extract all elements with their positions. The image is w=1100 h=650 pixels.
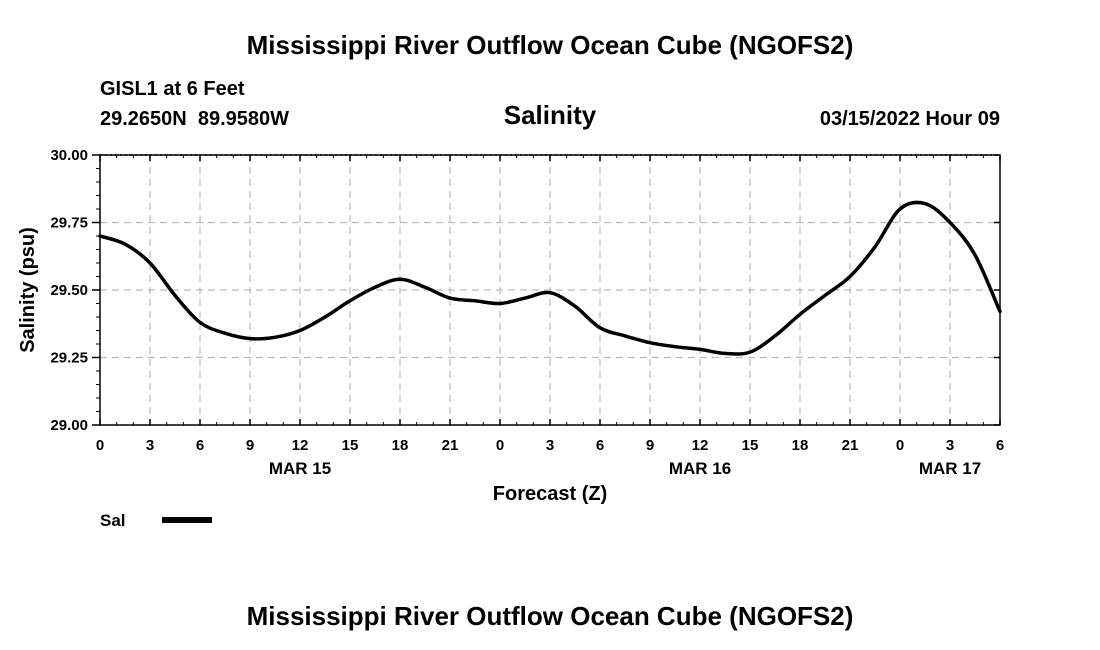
x-tick-label: 9 <box>246 437 254 454</box>
x-tick-label: 12 <box>292 437 309 454</box>
x-tick-label: 6 <box>596 437 604 454</box>
x-axis-label: Forecast (Z) <box>493 483 607 505</box>
station-label: GISL1 at 6 Feet <box>100 78 245 100</box>
grid-lines <box>100 155 1000 425</box>
x-tick-label: 15 <box>742 437 759 454</box>
x-tick-label: 21 <box>842 437 859 454</box>
x-tick-label: 0 <box>496 437 504 454</box>
x-tick-label: 0 <box>896 437 904 454</box>
y-axis-label: Salinity (psu) <box>17 227 39 353</box>
x-tick-labels: 0 3 6 9 12 15 18 21 0 3 6 9 12 15 18 21 0 3 6 <box>96 437 1004 454</box>
footer-title: Mississippi River Outflow Ocean Cube (NG… <box>247 601 854 631</box>
x-tick-label: 9 <box>646 437 654 454</box>
date-tick-label: MAR 15 <box>269 459 331 478</box>
y-tick-label: 30.00 <box>50 147 88 164</box>
salinity-series-line <box>98 200 1002 356</box>
x-tick-label: 3 <box>546 437 554 454</box>
x-tick-label: 6 <box>996 437 1004 454</box>
x-tick-label: 18 <box>392 437 409 454</box>
chart-title: Salinity <box>504 100 597 130</box>
y-tick-label: 29.25 <box>50 350 88 367</box>
y-tick-label: 29.00 <box>50 417 88 434</box>
x-tick-label: 12 <box>692 437 709 454</box>
x-tick-label: 15 <box>342 437 359 454</box>
x-tick-label: 3 <box>146 437 154 454</box>
tick-marks <box>92 154 1001 426</box>
coords-label: 29.2650N 89.9580W <box>100 108 289 130</box>
date-tick-label: MAR 17 <box>919 459 981 478</box>
x-tick-label: 18 <box>792 437 809 454</box>
date-label: 03/15/2022 Hour 09 <box>820 108 1000 130</box>
x-tick-label: 6 <box>196 437 204 454</box>
date-labels: MAR 15 MAR 16 MAR 17 <box>269 459 981 478</box>
y-tick-labels: 29.00 29.25 29.50 29.75 30.00 <box>50 147 88 434</box>
date-tick-label: MAR 16 <box>669 459 731 478</box>
legend: Sal <box>100 511 212 530</box>
page-title: Mississippi River Outflow Ocean Cube (NG… <box>247 30 854 60</box>
y-tick-label: 29.50 <box>50 282 88 299</box>
x-tick-label: 21 <box>442 437 459 454</box>
y-tick-label: 29.75 <box>50 215 88 232</box>
x-tick-label: 3 <box>946 437 954 454</box>
legend-label-sal: Sal <box>100 511 126 530</box>
x-tick-label: 0 <box>96 437 104 454</box>
